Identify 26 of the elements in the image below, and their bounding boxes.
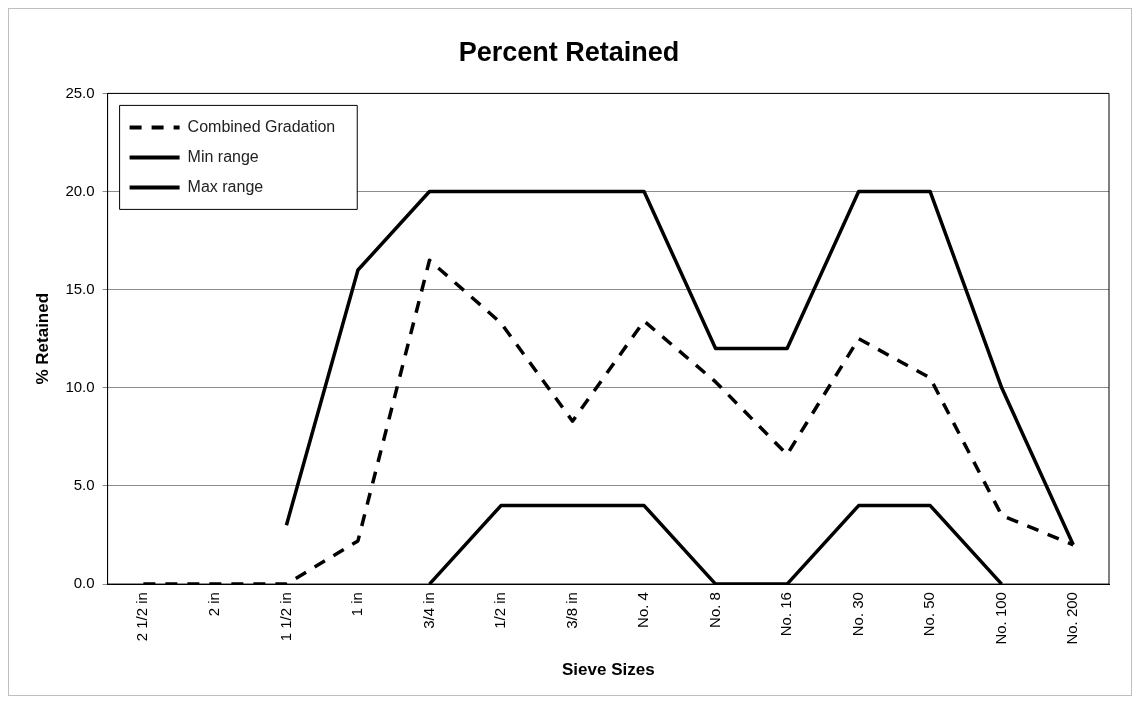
- x-tick-label: No. 16: [777, 592, 795, 637]
- y-tick-label: 5.0: [73, 476, 95, 494]
- legend-label: Max range: [187, 177, 264, 195]
- y-tick-label: 15.0: [65, 279, 95, 297]
- x-tick-label: No. 100: [991, 592, 1009, 645]
- x-tick-label: No. 8: [705, 592, 723, 628]
- x-tick-label: No. 4: [634, 592, 652, 628]
- x-tick-label: 1/2 in: [491, 592, 509, 629]
- y-tick-label: 25.0: [65, 83, 95, 101]
- x-tick-label: No. 200: [1063, 592, 1081, 645]
- y-tick-label: 0.0: [73, 574, 95, 592]
- x-tick-label: 3/8 in: [562, 592, 580, 629]
- legend-label: Min range: [187, 147, 259, 165]
- y-tick-label: 20.0: [65, 181, 95, 199]
- y-tick-label: 10.0: [65, 377, 95, 395]
- x-tick-label: 2 in: [205, 592, 223, 617]
- x-tick-label: No. 30: [848, 592, 866, 637]
- x-tick-label: 2 1/2 in: [133, 592, 151, 642]
- chart-title: Percent Retained: [458, 36, 680, 67]
- x-tick-label: 3/4 in: [419, 592, 437, 629]
- legend-label: Combined Gradation: [187, 117, 336, 135]
- x-tick-label: 1 in: [348, 592, 366, 617]
- x-tick-label: No. 50: [920, 592, 938, 637]
- x-axis-title: Sieve Sizes: [561, 660, 655, 680]
- y-axis-title: % Retained: [32, 292, 52, 385]
- x-tick-label: 1 1/2 in: [276, 592, 294, 642]
